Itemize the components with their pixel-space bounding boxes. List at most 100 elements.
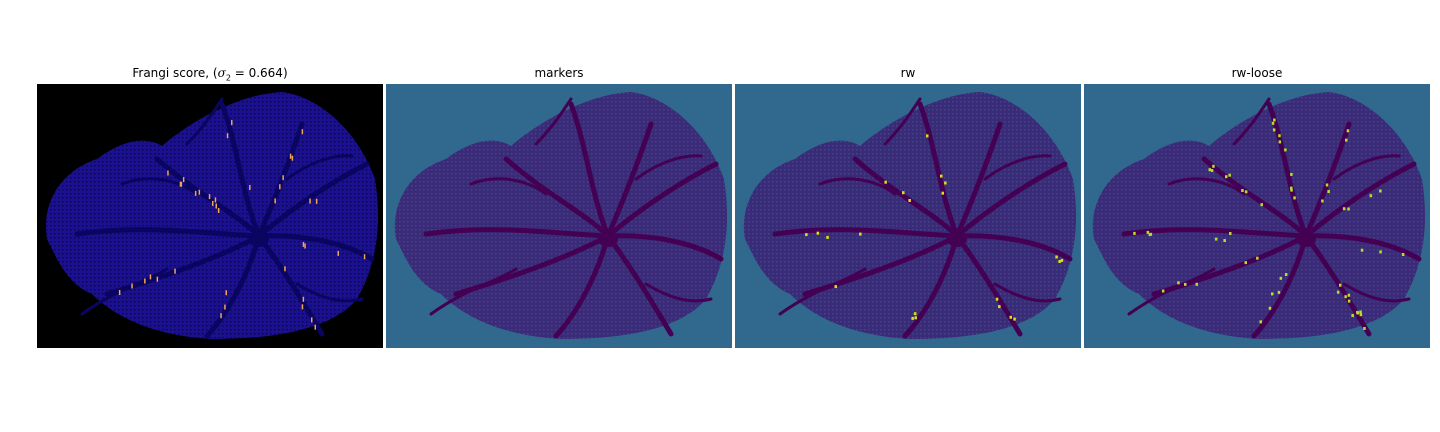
vessel [295,282,364,303]
highlight-mark [1339,283,1342,287]
highlight-mark [215,203,217,209]
highlight-mark [194,190,197,196]
highlight-mark [1268,306,1272,310]
highlight-mark [1347,299,1351,303]
sigma-symbol: σ [217,66,226,80]
highlight-mark [301,129,304,135]
highlight-mark [913,312,917,316]
highlight-mark [859,232,862,236]
highlight-mark [1241,189,1244,192]
highlight-mark [1244,190,1248,194]
highlight-mark [1060,258,1064,262]
highlight-mark [180,181,183,187]
vessel [534,97,573,146]
highlight-mark [1363,327,1366,330]
highlight-mark [1259,320,1262,324]
optic-disc [598,231,618,247]
highlight-mark [995,297,999,301]
highlight-mark [1284,148,1287,152]
vessel [993,282,1062,303]
highlight-mark [998,305,1001,309]
highlight-mark [1009,315,1012,319]
vessel [1303,161,1417,239]
highlight-mark [1290,188,1293,192]
sigma-subscript: 2 [225,73,231,83]
highlight-mark [1345,138,1348,142]
highlight-mark [926,134,929,138]
vessel [256,161,370,239]
retina-region [394,92,727,339]
highlight-mark [1359,313,1363,317]
highlight-mark [1347,293,1351,297]
highlight-mark [217,208,220,213]
highlight-mark [149,274,152,280]
highlight-mark [1284,273,1288,276]
vessel [204,233,262,339]
highlight-mark [212,200,214,206]
panel-title-rw-loose: rw-loose [1231,66,1283,80]
markers-image [386,84,732,348]
vessel [423,227,611,239]
highlight-mark [309,198,311,204]
vessel [954,121,1003,239]
highlight-mark [1347,207,1350,211]
title-suffix: = 0.664) [230,66,288,80]
highlight-mark [1342,207,1346,211]
highlight-mark [274,198,276,204]
vessel [285,154,354,181]
highlight-mark [301,304,304,310]
highlight-mark [179,181,182,187]
highlight-mark [1271,121,1275,125]
frangi-image [37,84,383,348]
highlight-mark [291,155,294,161]
vessel [553,233,611,339]
highlight-mark [224,304,226,310]
highlight-mark [1195,282,1198,286]
vessel [185,97,224,146]
highlight-mark [226,133,229,139]
highlight-mark [1273,118,1276,122]
highlight-mark [1351,314,1354,317]
vessel [503,156,611,239]
vessel [219,101,262,239]
vessel [256,233,325,337]
highlight-mark [1290,172,1293,176]
vessel [605,121,654,239]
vessel [605,161,719,239]
highlight-mark [156,276,159,282]
retina-region [1092,92,1425,339]
vessel [1303,233,1422,262]
highlight-mark [1359,310,1362,314]
vessel [1303,233,1372,337]
highlight-mark [826,235,829,239]
highlight-mark [363,254,366,260]
retina-region [45,92,378,339]
highlight-mark [1356,311,1360,315]
vessel [983,154,1052,181]
vessel [256,233,375,262]
highlight-mark [302,296,305,302]
highlight-mark [144,278,146,284]
highlight-mark [208,194,211,200]
highlight-mark [1278,140,1282,144]
vessel [1342,282,1411,303]
rw-loose-image [1084,84,1430,348]
vessel [1303,121,1352,239]
highlight-mark [314,324,316,330]
vessel [469,177,548,196]
vessel [1167,177,1246,196]
highlight-mark [1401,253,1405,256]
vessel [1127,267,1216,316]
vessel [1332,154,1401,181]
highlight-mark [282,175,284,181]
highlight-mark [911,316,914,320]
highlight-mark [914,316,917,320]
highlight-mark [220,313,222,319]
vessel [917,101,960,239]
optic-disc [1296,231,1316,247]
optic-disc [947,231,967,247]
vessel [1232,97,1271,146]
highlight-mark [1244,261,1247,265]
highlight-mark [1210,169,1214,172]
highlight-mark [1228,173,1231,177]
